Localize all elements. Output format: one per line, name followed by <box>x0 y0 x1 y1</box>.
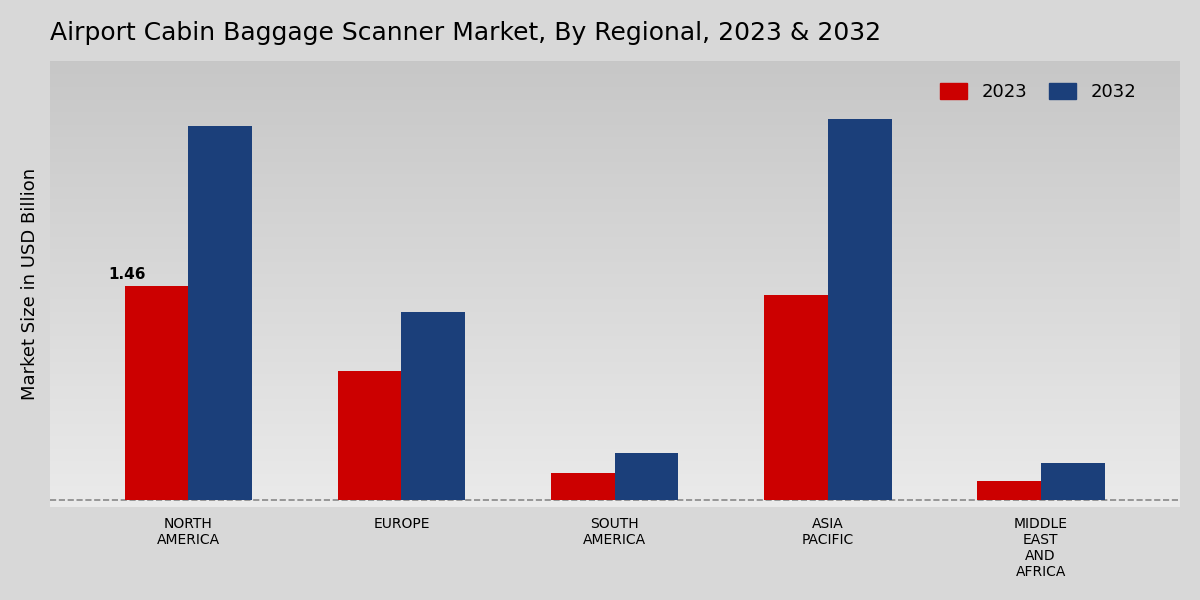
Bar <box>977 481 1040 500</box>
Text: Airport Cabin Baggage Scanner Market, By Regional, 2023 & 2032: Airport Cabin Baggage Scanner Market, By… <box>50 21 881 45</box>
Bar <box>614 453 678 500</box>
Text: 1.46: 1.46 <box>108 266 145 281</box>
Bar <box>1040 463 1104 500</box>
Bar <box>551 473 614 500</box>
Bar <box>188 127 252 500</box>
Legend: 2023, 2032: 2023, 2032 <box>940 83 1136 101</box>
Y-axis label: Market Size in USD Billion: Market Size in USD Billion <box>20 167 38 400</box>
Bar <box>337 371 402 500</box>
Bar <box>402 312 466 500</box>
Bar <box>828 119 892 500</box>
Bar <box>125 286 188 500</box>
Bar <box>763 295 828 500</box>
